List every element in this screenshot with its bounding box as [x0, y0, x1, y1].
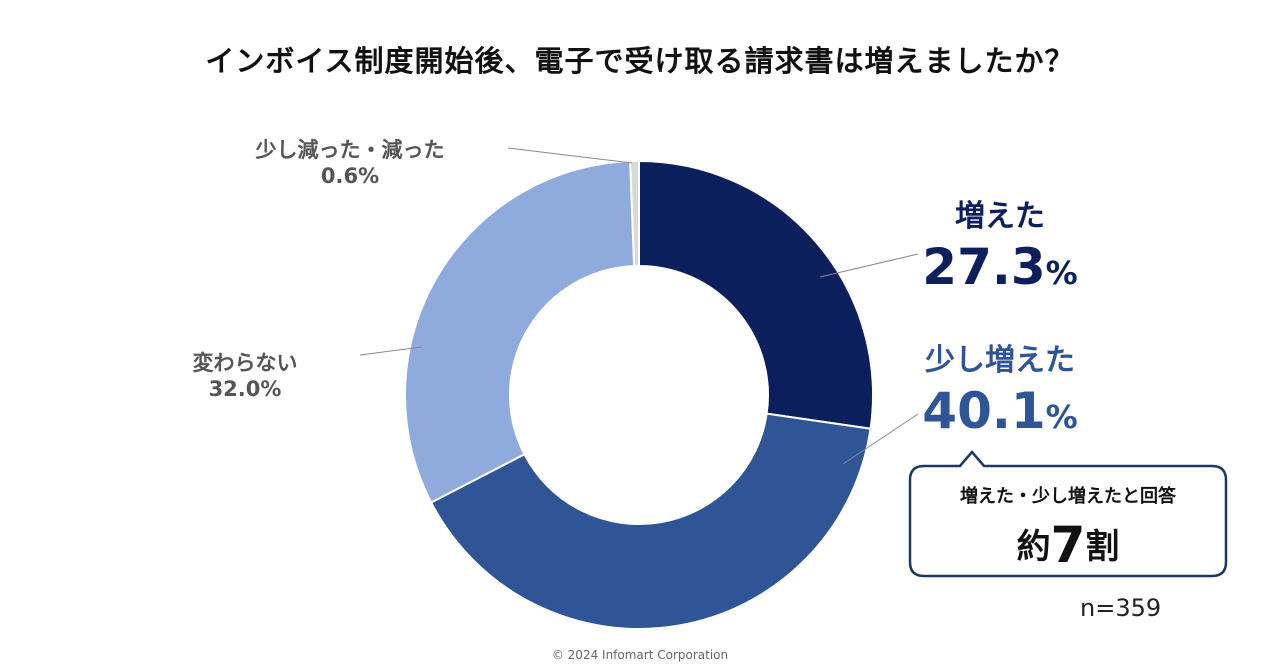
copyright: © 2024 Infomart Corporation — [551, 648, 729, 662]
callout-number: 7 — [1050, 516, 1086, 574]
slice-label-no-change: 変わらない 32.0% — [165, 350, 325, 403]
slice-category-slightly-increased: 少し増えた — [925, 343, 1075, 378]
slice-value-decreased: 0.6% — [320, 164, 380, 189]
slice-no-change — [404, 160, 636, 504]
slice-slightly-increased — [429, 412, 872, 630]
callout-suffix: 割 — [1085, 527, 1120, 567]
leader-line-slightly-increased — [842, 413, 919, 465]
slice-label-increased: 増えた 27.3% — [920, 198, 1080, 298]
slice-increased — [638, 159, 874, 430]
callout-prefix: 約 — [1016, 527, 1051, 567]
slice-value-slightly-increased: 40.1% — [922, 381, 1078, 440]
slice-value-no-change: 32.0% — [208, 377, 282, 402]
slice-category-no-change: 変わらない — [192, 351, 298, 375]
slice-value-increased: 27.3% — [922, 237, 1078, 296]
leader-line-no-change — [359, 346, 423, 356]
slice-category-increased: 増えた — [955, 199, 1045, 234]
leader-line-increased — [819, 253, 919, 278]
slice-category-decreased: 少し減った・減った — [255, 138, 445, 162]
callout-text: 増えた・少し増えたと回答 — [960, 486, 1176, 507]
chart-title: インボイス制度開始後、電子で受け取る請求書は増えましたか？ — [205, 44, 1075, 78]
leader-line-decreased — [507, 147, 633, 164]
callout-summary: 約7割 — [908, 516, 1228, 574]
slice-label-decreased: 少し減った・減った 0.6% — [230, 137, 470, 190]
callout-box — [908, 450, 1228, 578]
slice-decreased — [629, 159, 640, 268]
sample-size: n=359 — [1080, 594, 1162, 622]
slice-label-slightly-increased: 少し増えた 40.1% — [905, 342, 1095, 442]
